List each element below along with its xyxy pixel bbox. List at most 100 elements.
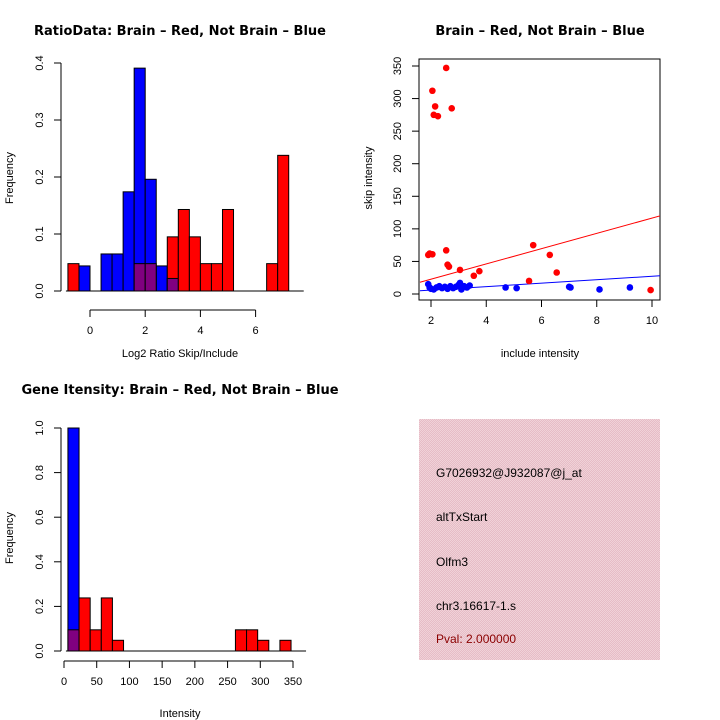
bar-brain xyxy=(188,236,201,292)
bar-brain xyxy=(210,263,223,292)
scatter-marks xyxy=(419,64,660,294)
point-brain xyxy=(442,247,450,254)
intensity-histogram-bars xyxy=(67,427,292,652)
y-tick-label: 0.3 xyxy=(34,112,46,127)
bar-brain xyxy=(257,639,270,652)
x-tick-label: 50 xyxy=(91,676,103,688)
y-tick-label: 0.8 xyxy=(34,465,46,480)
info-pval: Pval: 2.000000 xyxy=(436,632,516,646)
intensity-histogram-panel: Gene Itensity: Brain – Red, Not Brain – … xyxy=(4,383,339,720)
point-brain xyxy=(553,269,560,276)
bar-overlap xyxy=(144,263,157,292)
y-tick-label: 0 xyxy=(392,291,404,297)
bar-overlap xyxy=(67,629,80,652)
y-tick-label: 200 xyxy=(392,155,404,173)
point-brain xyxy=(448,105,456,112)
point-brain xyxy=(470,272,478,280)
x-tick-label: 2 xyxy=(142,325,148,337)
bar-brain xyxy=(221,208,235,292)
ratio-histogram-axes: 0 2 4 6 0.0 0.1 0.2 0.3 0.4 xyxy=(34,55,304,337)
intensity-histogram-ylabel: Frequency xyxy=(4,512,16,564)
fit-line-brain xyxy=(419,215,660,283)
bar-brain xyxy=(277,154,290,292)
ratio-histogram-ylabel: Frequency xyxy=(4,152,16,204)
x-tick-label: 4 xyxy=(483,315,489,327)
bar-brain xyxy=(234,629,248,652)
x-tick-label: 0 xyxy=(87,325,93,337)
scatter-plot-box xyxy=(418,58,661,301)
point-not-brain xyxy=(567,284,574,291)
bar-not-brain xyxy=(133,67,146,292)
ratio-histogram-bars xyxy=(67,67,290,292)
x-tick-label: 100 xyxy=(120,676,138,688)
bar-not-brain xyxy=(100,253,113,292)
bar-not-brain xyxy=(78,265,91,292)
point-not-brain xyxy=(626,284,634,291)
scatter-plot-area xyxy=(419,64,660,294)
bar-brain xyxy=(89,629,102,652)
point-not-brain xyxy=(596,286,603,293)
intensity-histogram-axes: 0 50 100 150 200 250 300 350 0.0 0.2 0.4 0.6 0.8 1.0 xyxy=(34,420,307,688)
x-tick-label: 250 xyxy=(218,676,236,688)
y-tick-label: 300 xyxy=(392,89,404,107)
point-brain xyxy=(456,266,464,274)
bar-not-brain xyxy=(155,265,168,292)
info-panel-background xyxy=(419,419,660,660)
y-tick-label: 0.0 xyxy=(34,643,46,658)
x-tick-label: 10 xyxy=(646,315,658,327)
point-brain xyxy=(525,277,533,285)
y-tick-label: 0.2 xyxy=(34,169,46,184)
bar-not-brain xyxy=(122,191,135,292)
scatter-ylabel: skip intensity xyxy=(363,146,375,209)
bar-brain xyxy=(177,208,190,292)
bar-brain xyxy=(100,597,113,652)
point-brain xyxy=(429,87,436,95)
info-event-type: altTxStart xyxy=(436,510,488,524)
bar-not-brain xyxy=(67,427,80,652)
point-not-brain xyxy=(513,284,520,292)
bar-brain xyxy=(78,597,91,652)
x-tick-label: 6 xyxy=(253,325,259,337)
y-tick-label: 0.4 xyxy=(34,554,46,569)
point-not-brain xyxy=(466,282,473,289)
intensity-histogram-title: Gene Itensity: Brain – Red, Not Brain – … xyxy=(21,383,338,398)
y-tick-label: 50 xyxy=(392,255,404,267)
x-tick-label: 200 xyxy=(186,676,204,688)
x-tick-label: 150 xyxy=(153,676,171,688)
info-panel: G7026932@J932087@j_at altTxStart Olfm3 c… xyxy=(419,419,660,660)
info-gene: Olfm3 xyxy=(436,555,468,569)
x-tick-label: 300 xyxy=(251,676,269,688)
intensity-histogram-xlabel: Intensity xyxy=(160,708,201,720)
y-tick-label: 0.1 xyxy=(34,226,46,241)
x-tick-label: 0 xyxy=(61,676,67,688)
bar-overlap xyxy=(166,277,179,292)
bar-overlap xyxy=(133,263,146,292)
point-not-brain xyxy=(502,284,509,291)
point-brain xyxy=(476,267,483,275)
y-tick-label: 0.2 xyxy=(34,599,46,614)
info-probe-id: G7026932@J932087@j_at xyxy=(436,466,582,480)
point-brain xyxy=(431,103,439,110)
y-tick-label: 0.0 xyxy=(34,283,46,298)
bar-brain xyxy=(246,629,259,652)
x-tick-label: 6 xyxy=(538,315,544,327)
point-brain xyxy=(434,112,442,120)
point-brain xyxy=(442,64,450,72)
y-tick-label: 0.4 xyxy=(34,55,46,70)
ratio-histogram-title: RatioData: Brain – Red, Not Brain – Blue xyxy=(34,24,326,39)
x-tick-label: 350 xyxy=(284,676,302,688)
point-brain xyxy=(529,241,537,249)
ratio-histogram-xlabel: Log2 Ratio Skip/Include xyxy=(122,348,238,360)
scatter-title: Brain – Red, Not Brain – Blue xyxy=(435,24,644,39)
y-tick-label: 100 xyxy=(392,220,404,238)
scatter-panel: Brain – Red, Not Brain – Blue include in… xyxy=(363,24,661,360)
point-brain xyxy=(429,250,436,258)
bar-brain xyxy=(111,639,125,652)
y-tick-label: 150 xyxy=(392,187,404,205)
bar-brain xyxy=(279,639,292,652)
point-brain xyxy=(647,286,654,294)
x-tick-label: 4 xyxy=(197,325,203,337)
x-tick-label: 8 xyxy=(594,315,600,327)
